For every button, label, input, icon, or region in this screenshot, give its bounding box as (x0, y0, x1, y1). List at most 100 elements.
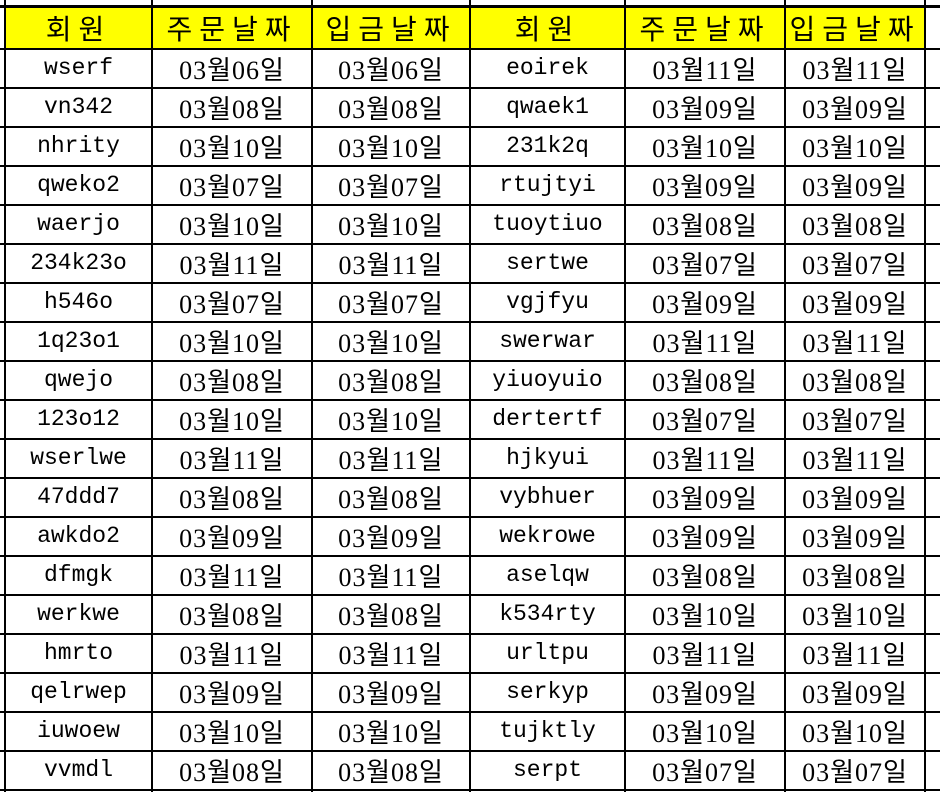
deposit-date-cell[interactable]: 03월10일 (784, 710, 926, 752)
order-date-cell[interactable]: 03월09일 (151, 515, 313, 557)
order-date-cell[interactable]: 03월07일 (151, 281, 313, 323)
order-date-header[interactable]: 주문날짜 (624, 4, 786, 50)
order-date-cell[interactable]: 03월10일 (151, 320, 313, 362)
member-cell[interactable]: qweko2 (4, 164, 153, 206)
order-date-cell[interactable]: 03월10일 (624, 125, 786, 167)
deposit-date-cell[interactable]: 03월07일 (784, 749, 926, 791)
order-date-cell[interactable]: 03월07일 (624, 398, 786, 440)
member-cell[interactable]: vgjfyu (469, 281, 626, 323)
order-date-cell[interactable]: 03월09일 (624, 86, 786, 128)
deposit-date-cell[interactable]: 03월09일 (311, 515, 471, 557)
order-date-cell[interactable]: 03월09일 (624, 515, 786, 557)
deposit-date-cell[interactable]: 03월09일 (784, 86, 926, 128)
member-header[interactable]: 회원 (4, 4, 153, 50)
member-cell[interactable]: awpertw (469, 788, 626, 792)
deposit-date-cell[interactable]: 03월09일 (784, 515, 926, 557)
order-date-cell[interactable]: 03월10일 (151, 788, 313, 792)
deposit-date-cell[interactable]: 03월10일 (311, 320, 471, 362)
deposit-date-header[interactable]: 입금날짜 (784, 4, 926, 50)
member-cell[interactable]: wserf (4, 47, 153, 89)
order-date-cell[interactable]: 03월06일 (151, 47, 313, 89)
order-date-cell[interactable]: 03월08일 (624, 554, 786, 596)
member-cell[interactable]: dertertf (469, 398, 626, 440)
deposit-date-cell[interactable]: 03월08일 (311, 749, 471, 791)
order-date-cell[interactable]: 03월07일 (624, 242, 786, 284)
member-cell[interactable]: k534rty (469, 593, 626, 635)
order-date-cell[interactable]: 03월08일 (624, 359, 786, 401)
order-date-cell[interactable]: 03월11일 (151, 554, 313, 596)
member-cell[interactable]: vvmdl (4, 749, 153, 791)
order-date-cell[interactable]: 03월11일 (151, 437, 313, 479)
member-cell[interactable]: eoirek (469, 47, 626, 89)
member-cell[interactable]: tujktly (469, 710, 626, 752)
member-cell[interactable]: 47ddd7 (4, 476, 153, 518)
member-cell[interactable]: serpt (469, 749, 626, 791)
member-cell[interactable]: yiuoyuio (469, 359, 626, 401)
order-date-cell[interactable]: 03월08일 (624, 203, 786, 245)
deposit-date-cell[interactable]: 03월07일 (311, 281, 471, 323)
order-date-cell[interactable]: 03월11일 (624, 320, 786, 362)
member-cell[interactable]: serkyp (469, 671, 626, 713)
deposit-date-cell[interactable]: 03월08일 (784, 554, 926, 596)
order-date-cell[interactable]: 03월10일 (151, 710, 313, 752)
member-cell[interactable]: waerjo (4, 203, 153, 245)
deposit-date-cell[interactable]: 03월08일 (311, 359, 471, 401)
order-date-cell[interactable]: 03월11일 (624, 47, 786, 89)
deposit-date-cell[interactable]: 03월11일 (311, 242, 471, 284)
member-cell[interactable]: werkwe (4, 593, 153, 635)
deposit-date-cell[interactable]: 03월09일 (784, 476, 926, 518)
member-cell[interactable]: swerwar (469, 320, 626, 362)
order-date-cell[interactable]: 03월08일 (151, 359, 313, 401)
order-date-cell[interactable]: 03월11일 (151, 242, 313, 284)
deposit-date-cell[interactable]: 03월10일 (311, 398, 471, 440)
member-cell[interactable]: qwaek1 (469, 86, 626, 128)
deposit-date-cell[interactable]: 03월08일 (784, 203, 926, 245)
member-cell[interactable]: awkdo2 (4, 515, 153, 557)
deposit-date-cell[interactable]: 03월11일 (784, 632, 926, 674)
member-cell[interactable]: 123o12 (4, 398, 153, 440)
order-date-cell[interactable]: 03월09일 (151, 671, 313, 713)
deposit-date-cell[interactable]: 03월09일 (784, 164, 926, 206)
order-date-cell[interactable]: 03월08일 (151, 86, 313, 128)
order-date-cell[interactable]: 03월11일 (624, 437, 786, 479)
deposit-date-cell[interactable]: 03월11일 (311, 632, 471, 674)
deposit-date-cell[interactable]: 03월10일 (784, 125, 926, 167)
member-cell[interactable]: vybhuer (469, 476, 626, 518)
member-cell[interactable]: vn342 (4, 86, 153, 128)
deposit-date-cell[interactable]: 03월10일 (784, 593, 926, 635)
member-cell[interactable]: rtujtyi (469, 164, 626, 206)
member-cell[interactable]: dfmgk (4, 554, 153, 596)
member-cell[interactable]: aselqw (469, 554, 626, 596)
order-date-cell[interactable]: 03월10일 (624, 710, 786, 752)
order-date-cell[interactable]: 03월11일 (151, 632, 313, 674)
deposit-date-cell[interactable]: 03월07일 (784, 398, 926, 440)
deposit-date-cell[interactable]: 03월11일 (784, 47, 926, 89)
member-cell[interactable]: tuoytiuo (469, 203, 626, 245)
deposit-date-cell[interactable]: 03월10일 (311, 125, 471, 167)
deposit-date-cell[interactable]: 03월07일 (311, 164, 471, 206)
deposit-date-cell[interactable]: 03월10일 (311, 203, 471, 245)
member-cell[interactable]: wekrowe (469, 515, 626, 557)
deposit-date-cell[interactable]: 03월10일 (311, 788, 471, 792)
deposit-date-cell[interactable]: 03월06일 (311, 47, 471, 89)
deposit-date-cell[interactable]: 03월09일 (784, 671, 926, 713)
deposit-date-cell[interactable]: 03월08일 (784, 359, 926, 401)
deposit-date-cell[interactable]: 03월08일 (311, 476, 471, 518)
order-date-cell[interactable]: 03월10일 (151, 398, 313, 440)
member-cell[interactable]: sertwe (469, 242, 626, 284)
order-date-cell[interactable]: 03월09일 (624, 671, 786, 713)
member-cell[interactable]: wserlwe (4, 437, 153, 479)
order-date-cell[interactable]: 03월11일 (624, 632, 786, 674)
order-date-cell[interactable]: 03월07일 (151, 164, 313, 206)
deposit-date-header[interactable]: 입금날짜 (311, 4, 471, 50)
deposit-date-cell[interactable]: 03월11일 (784, 320, 926, 362)
deposit-date-cell[interactable]: 03월09일 (311, 671, 471, 713)
member-cell[interactable]: qelrwep (4, 671, 153, 713)
order-date-cell[interactable]: 03월10일 (624, 788, 786, 792)
order-date-header[interactable]: 주문날짜 (151, 4, 313, 50)
order-date-cell[interactable]: 03월08일 (151, 476, 313, 518)
member-cell[interactable]: h546o (4, 281, 153, 323)
deposit-date-cell[interactable]: 03월10일 (784, 788, 926, 792)
member-header[interactable]: 회원 (469, 4, 626, 50)
member-cell[interactable]: 234k23o (4, 242, 153, 284)
